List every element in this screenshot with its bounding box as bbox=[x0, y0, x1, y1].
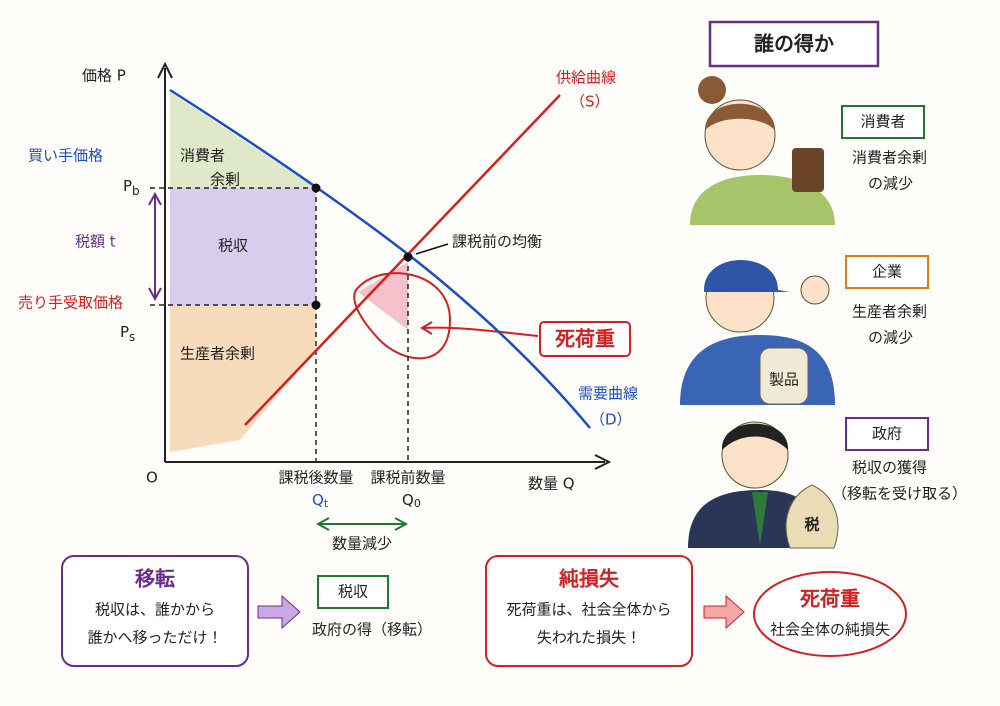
business-fist bbox=[800, 275, 830, 305]
qt-sub: t bbox=[324, 497, 329, 510]
consumer-figure bbox=[690, 76, 835, 225]
y-axis-label: 価格 P bbox=[82, 67, 126, 85]
deadweight-box bbox=[753, 571, 907, 657]
government-line1: 税収の獲得 bbox=[852, 459, 927, 477]
q0-sub: 0 bbox=[414, 497, 421, 510]
x-axis-label: 数量 Q bbox=[528, 475, 575, 493]
seller-price-label: 売り手受取価格 bbox=[18, 294, 123, 312]
deadweight-label: 死荷重 bbox=[555, 327, 615, 351]
tax-box-tag bbox=[317, 575, 389, 609]
tax-revenue-area bbox=[170, 188, 316, 305]
tax-box-caption: 政府の得（移転） bbox=[312, 621, 432, 639]
tax-box-title: 税収 bbox=[338, 583, 368, 601]
consumer-bun bbox=[698, 76, 726, 104]
net-loss-title: 純損失 bbox=[558, 567, 620, 591]
consumer-surplus-area bbox=[170, 92, 316, 188]
demand-curve bbox=[169, 88, 591, 429]
consumer-hair bbox=[705, 103, 775, 130]
deadweight-box-title: 死荷重 bbox=[800, 587, 860, 611]
supply-symbol: （S） bbox=[570, 93, 610, 111]
pb-main: P bbox=[123, 177, 132, 195]
ps-main: P bbox=[120, 323, 129, 341]
q0-caption: 課税前数量 bbox=[370, 469, 445, 487]
net-loss-box bbox=[485, 555, 693, 667]
producer-surplus-area bbox=[170, 305, 316, 452]
business-line2: の減少 bbox=[868, 329, 913, 347]
guides bbox=[150, 187, 409, 462]
consumer-line1: 消費者余剰 bbox=[852, 149, 927, 167]
net-loss-arrow bbox=[703, 594, 745, 630]
title: 誰の得か bbox=[754, 32, 834, 56]
pb-label: Pb bbox=[123, 177, 140, 198]
ps-label: Ps bbox=[120, 323, 135, 344]
consumer-tag bbox=[841, 105, 925, 139]
demand-symbol: （D） bbox=[590, 411, 632, 429]
qt-main: Q bbox=[312, 491, 324, 509]
producer-surplus-label: 生産者余剰 bbox=[180, 345, 255, 363]
qt-label: Qt bbox=[312, 491, 329, 511]
transfer-line2: 誰かへ移っただけ！ bbox=[87, 629, 222, 647]
business-title: 企業 bbox=[872, 263, 902, 281]
product-label: 製品 bbox=[769, 371, 799, 389]
deadweight-arrowhead bbox=[420, 321, 433, 335]
money-bag-label: 税 bbox=[804, 516, 819, 534]
net-loss-line1: 死荷重は、社会全体から bbox=[506, 601, 671, 619]
point-ps bbox=[311, 300, 321, 310]
equilibrium-label: 課税前の均衡 bbox=[452, 233, 542, 251]
deadweight-area bbox=[358, 262, 408, 330]
government-hair bbox=[721, 423, 789, 450]
point-equilibrium bbox=[403, 252, 413, 262]
consumer-line2: の減少 bbox=[868, 175, 913, 193]
origin-label: O bbox=[146, 469, 158, 487]
business-line1: 生産者余剰 bbox=[852, 303, 927, 321]
q0-label: Q0 bbox=[402, 491, 421, 511]
deadweight-loop bbox=[353, 272, 452, 360]
consumer-wallet bbox=[792, 148, 824, 192]
point-pb bbox=[311, 183, 321, 193]
tax-revenue-label: 税収 bbox=[218, 237, 248, 255]
government-title: 政府 bbox=[872, 425, 902, 443]
x-axis-arrow bbox=[594, 454, 612, 470]
deadweight-box-caption: 社会全体の純損失 bbox=[770, 621, 890, 639]
money-bag bbox=[785, 484, 839, 549]
q0-main: Q bbox=[402, 491, 414, 509]
business-figure: 製品 bbox=[680, 260, 835, 405]
demand-label: 需要曲線 bbox=[578, 385, 638, 403]
equilibrium-pointer bbox=[415, 243, 449, 255]
tax-arrowheads bbox=[148, 191, 162, 302]
deadweight-tag bbox=[539, 321, 631, 357]
deadweight-pointer bbox=[423, 326, 539, 337]
business-tag bbox=[845, 255, 929, 289]
consumer-surplus-line2: 余剰 bbox=[210, 171, 240, 189]
consumer-surplus-line1: 消費者 bbox=[180, 147, 225, 165]
pb-sub: b bbox=[132, 184, 140, 198]
government-tie bbox=[752, 492, 768, 545]
title-box bbox=[708, 20, 880, 68]
reduction-label: 数量減少 bbox=[332, 535, 392, 553]
supply-label: 供給曲線 bbox=[556, 69, 616, 87]
ps-sub: s bbox=[129, 330, 135, 344]
transfer-box bbox=[61, 555, 249, 667]
transfer-title: 移転 bbox=[135, 567, 175, 591]
government-tag bbox=[845, 417, 929, 451]
net-loss-line2: 失われた損失！ bbox=[537, 629, 641, 647]
product-jar bbox=[759, 347, 809, 405]
transfer-line1: 税収は、誰かから bbox=[95, 601, 215, 619]
supply-curve bbox=[244, 94, 561, 426]
consumer-title: 消費者 bbox=[860, 113, 905, 131]
government-line2: （移転を受け取る） bbox=[832, 485, 967, 503]
transfer-arrow bbox=[257, 594, 301, 630]
qt-caption: 課税後数量 bbox=[278, 469, 353, 487]
government-figure: 税 bbox=[688, 421, 839, 549]
y-axis-arrow bbox=[157, 61, 173, 79]
reduction-arrowheads bbox=[315, 517, 409, 531]
business-cap bbox=[704, 260, 790, 292]
tax-label: 税額 t bbox=[75, 233, 116, 251]
buyer-price-label: 買い手価格 bbox=[28, 147, 103, 165]
